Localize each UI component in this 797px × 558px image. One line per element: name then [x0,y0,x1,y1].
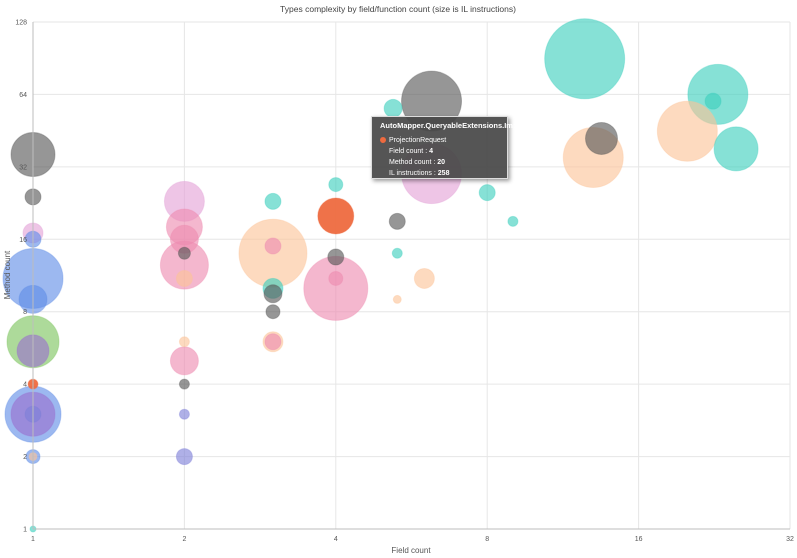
bubble-point[interactable] [383,98,403,118]
x-tick-label: 2 [182,536,186,543]
bubble-point[interactable] [264,192,282,210]
x-tick-label: 8 [485,536,489,543]
bubble-point[interactable] [478,184,496,202]
tooltip-method-row: Method count : 20 [389,159,446,166]
x-tick-label: 32 [786,536,794,543]
series-swatch-icon [380,137,386,144]
bubble-point[interactable] [169,346,199,376]
bubble-point[interactable] [328,270,344,286]
tooltip-title: AutoMapper.QueryableExtensions.Impl [380,121,520,130]
tooltip-field-value: 4 [429,148,433,155]
tooltip-method-value: 20 [437,159,446,166]
bubble-point[interactable] [328,177,344,193]
chart-title: Types complexity by field/function count… [280,4,516,14]
y-tick-label: 1 [23,527,27,534]
bubble-point[interactable] [317,197,355,235]
tooltip-series-row: ProjectionRequest [380,135,499,146]
y-tick-label: 8 [23,309,27,316]
tooltip-il-row: IL instructions : 258 [389,170,450,177]
x-tick-label: 16 [635,536,643,543]
y-tick-label: 2 [23,454,27,461]
bubble-point[interactable] [327,248,345,266]
bubble-point[interactable] [178,408,190,420]
bubble-point[interactable] [265,304,281,320]
bubble-point[interactable] [544,18,626,100]
bubble-point[interactable] [388,212,406,230]
bubbles [2,18,759,533]
bubble-point[interactable] [392,294,402,304]
bubble-point[interactable] [713,126,759,172]
bubble-point[interactable] [178,336,190,348]
y-tick-label: 16 [19,237,27,244]
tooltip-il-value: 258 [437,170,450,177]
y-tick-label: 64 [19,92,27,99]
tooltip-il-label: IL instructions [389,170,432,177]
bubble-point[interactable] [413,267,435,289]
bubble-point[interactable] [391,247,403,259]
tooltip-field-label: Field count [389,148,424,155]
bubble-point[interactable] [175,448,193,466]
y-axis-label: Method count [3,250,12,299]
x-tick-label: 1 [31,536,35,543]
bubble-point[interactable] [175,269,193,287]
x-tick-label: 4 [334,536,338,543]
y-tick-label: 32 [19,164,27,171]
tooltip-field-row: Field count : 4 [389,148,433,155]
tooltip-series: ProjectionRequest [389,137,447,144]
bubble-point[interactable] [507,215,519,227]
bubble-point[interactable] [656,100,718,162]
bubble-point[interactable] [584,121,618,155]
y-tick-label: 4 [23,382,27,389]
bubble-point[interactable] [264,333,282,351]
tooltip: AutoMapper.QueryableExtensions.Impl Proj… [371,116,520,179]
y-tick-label: 128 [15,20,27,27]
bubble-point[interactable] [704,92,722,110]
bubble-point[interactable] [264,237,282,255]
bubble-point[interactable] [177,246,191,260]
bubble-point[interactable] [263,284,283,304]
bubble-point[interactable] [303,255,369,321]
x-axis-label: Field count [391,546,431,555]
bubble-point[interactable] [178,378,190,390]
tooltip-method-label: Method count [389,159,432,166]
tick-labels: 1 2 4 8 16 32 1 2 4 8 16 32 64 128 [15,20,794,544]
